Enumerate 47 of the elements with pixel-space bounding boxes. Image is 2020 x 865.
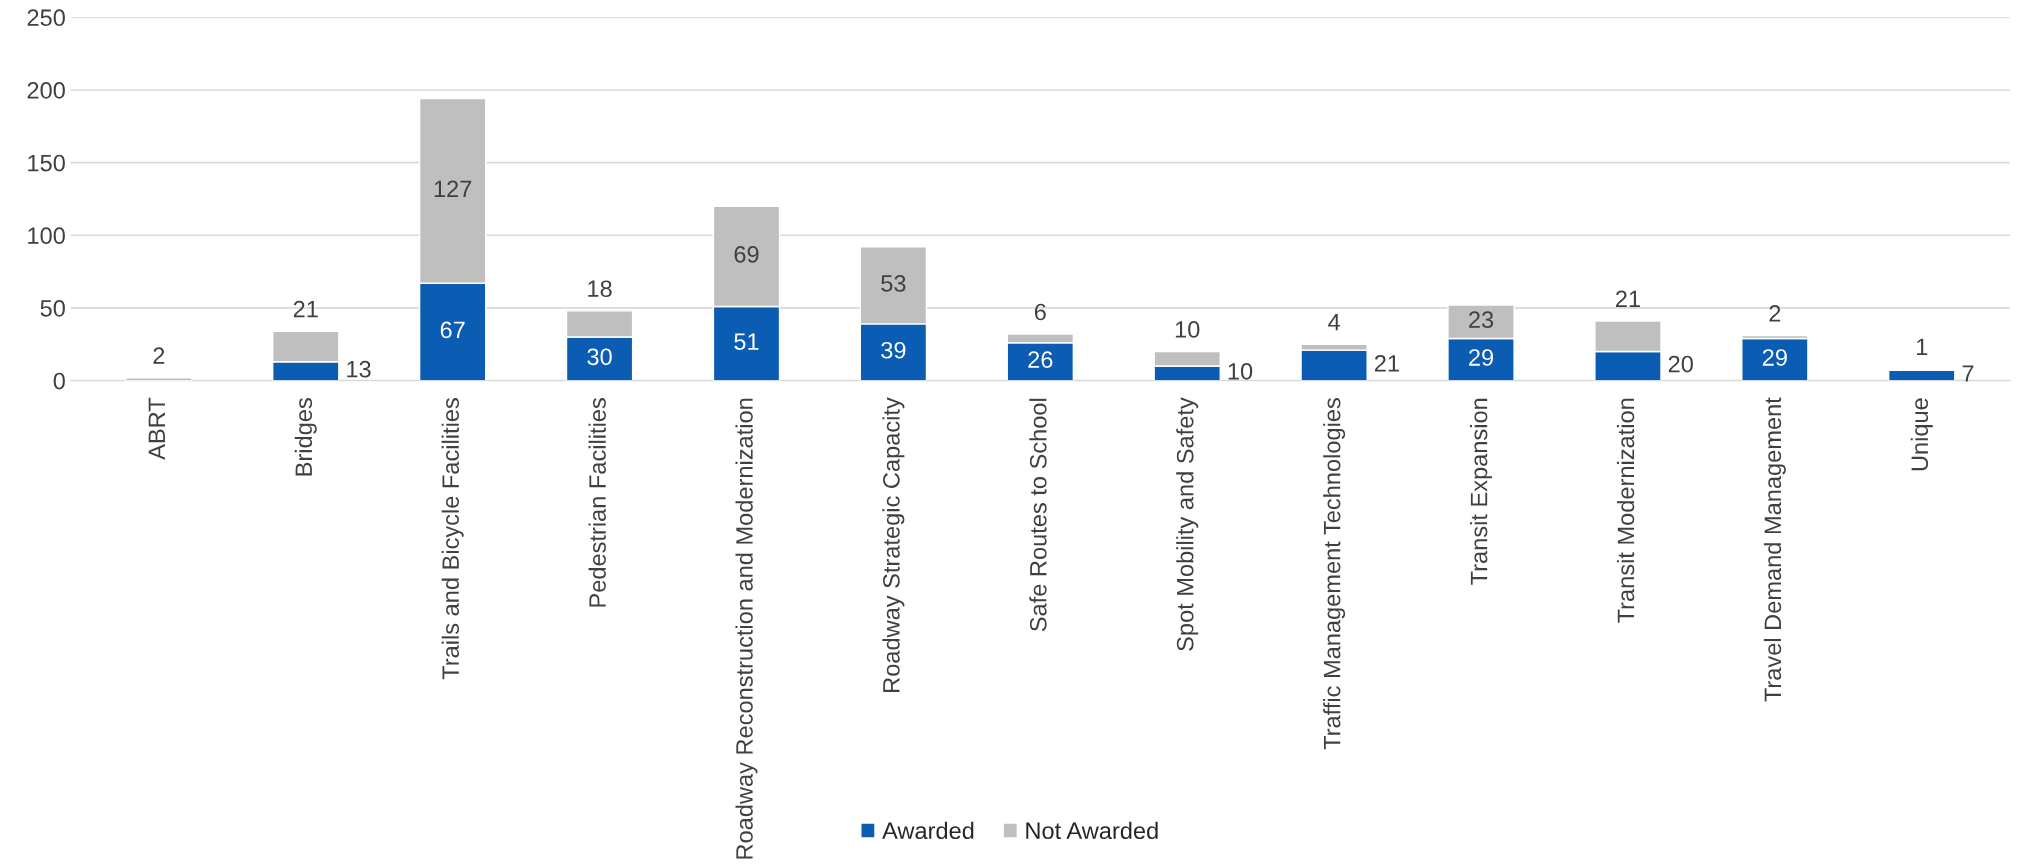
x-tick-label: Travel Demand Management (1763, 397, 1786, 702)
y-tick-label: 150 (28, 154, 65, 172)
data-label: 21 (293, 300, 318, 318)
y-tick-label: 250 (27, 9, 65, 27)
x-tick-label: Trails and Bicycle Facilities (441, 398, 464, 680)
data-label: 20 (1668, 355, 1693, 373)
data-label: 67 (440, 321, 465, 339)
data-label: 21 (1615, 290, 1640, 308)
x-tick-label: ABRT (148, 397, 165, 460)
y-tick-label: 50 (40, 300, 65, 317)
data-label: 4 (1328, 314, 1340, 331)
bar (1741, 337, 1809, 381)
x-tick-label: Transit Expansion (1470, 398, 1493, 585)
data-label: 29 (1762, 349, 1787, 366)
data-label: 2 (1769, 305, 1781, 322)
x-tick-label: Traffic Management Technologies (1323, 398, 1346, 750)
x-tick-label: Bridges (294, 398, 317, 476)
x-tick-label: Transit Modernization (1616, 398, 1635, 623)
data-label: 13 (347, 360, 371, 378)
data-label: 127 (434, 180, 472, 198)
data-label: 6 (1034, 303, 1046, 321)
x-tick-label: Unique (1910, 398, 1933, 471)
x-tick-label: Roadway Reconstruction and Modernization (735, 398, 758, 859)
data-label: 30 (587, 348, 612, 366)
legend-label: Awarded (882, 821, 974, 840)
y-tick-label: 100 (28, 227, 65, 245)
data-label: 23 (1469, 311, 1494, 329)
data-label: 53 (881, 275, 906, 292)
data-label: 39 (881, 341, 906, 359)
x-tick-label: Safe Routes to School (1029, 398, 1047, 632)
x-tick-label: Pedestrian Facilities (588, 398, 606, 607)
data-label: 26 (1028, 351, 1053, 369)
y-tick-label: 0 (53, 372, 65, 390)
y-tick-label: 200 (27, 82, 65, 99)
data-label: 18 (588, 280, 612, 298)
x-tick-label: Spot Mobility and Safety (1176, 397, 1199, 651)
data-label: 69 (734, 245, 759, 263)
x-tick-label: Roadway Strategic Capacity (882, 397, 905, 692)
data-label: 51 (734, 333, 759, 350)
data-label: 10 (1228, 362, 1253, 380)
data-label: 2 (153, 347, 165, 364)
data-label: 29 (1469, 349, 1494, 366)
data-label: 7 (1962, 365, 1974, 382)
data-label: 10 (1175, 321, 1200, 338)
legend-label: Not Awarded (1026, 821, 1158, 840)
data-label: 21 (1374, 354, 1399, 372)
data-label: 1 (1916, 338, 1928, 355)
